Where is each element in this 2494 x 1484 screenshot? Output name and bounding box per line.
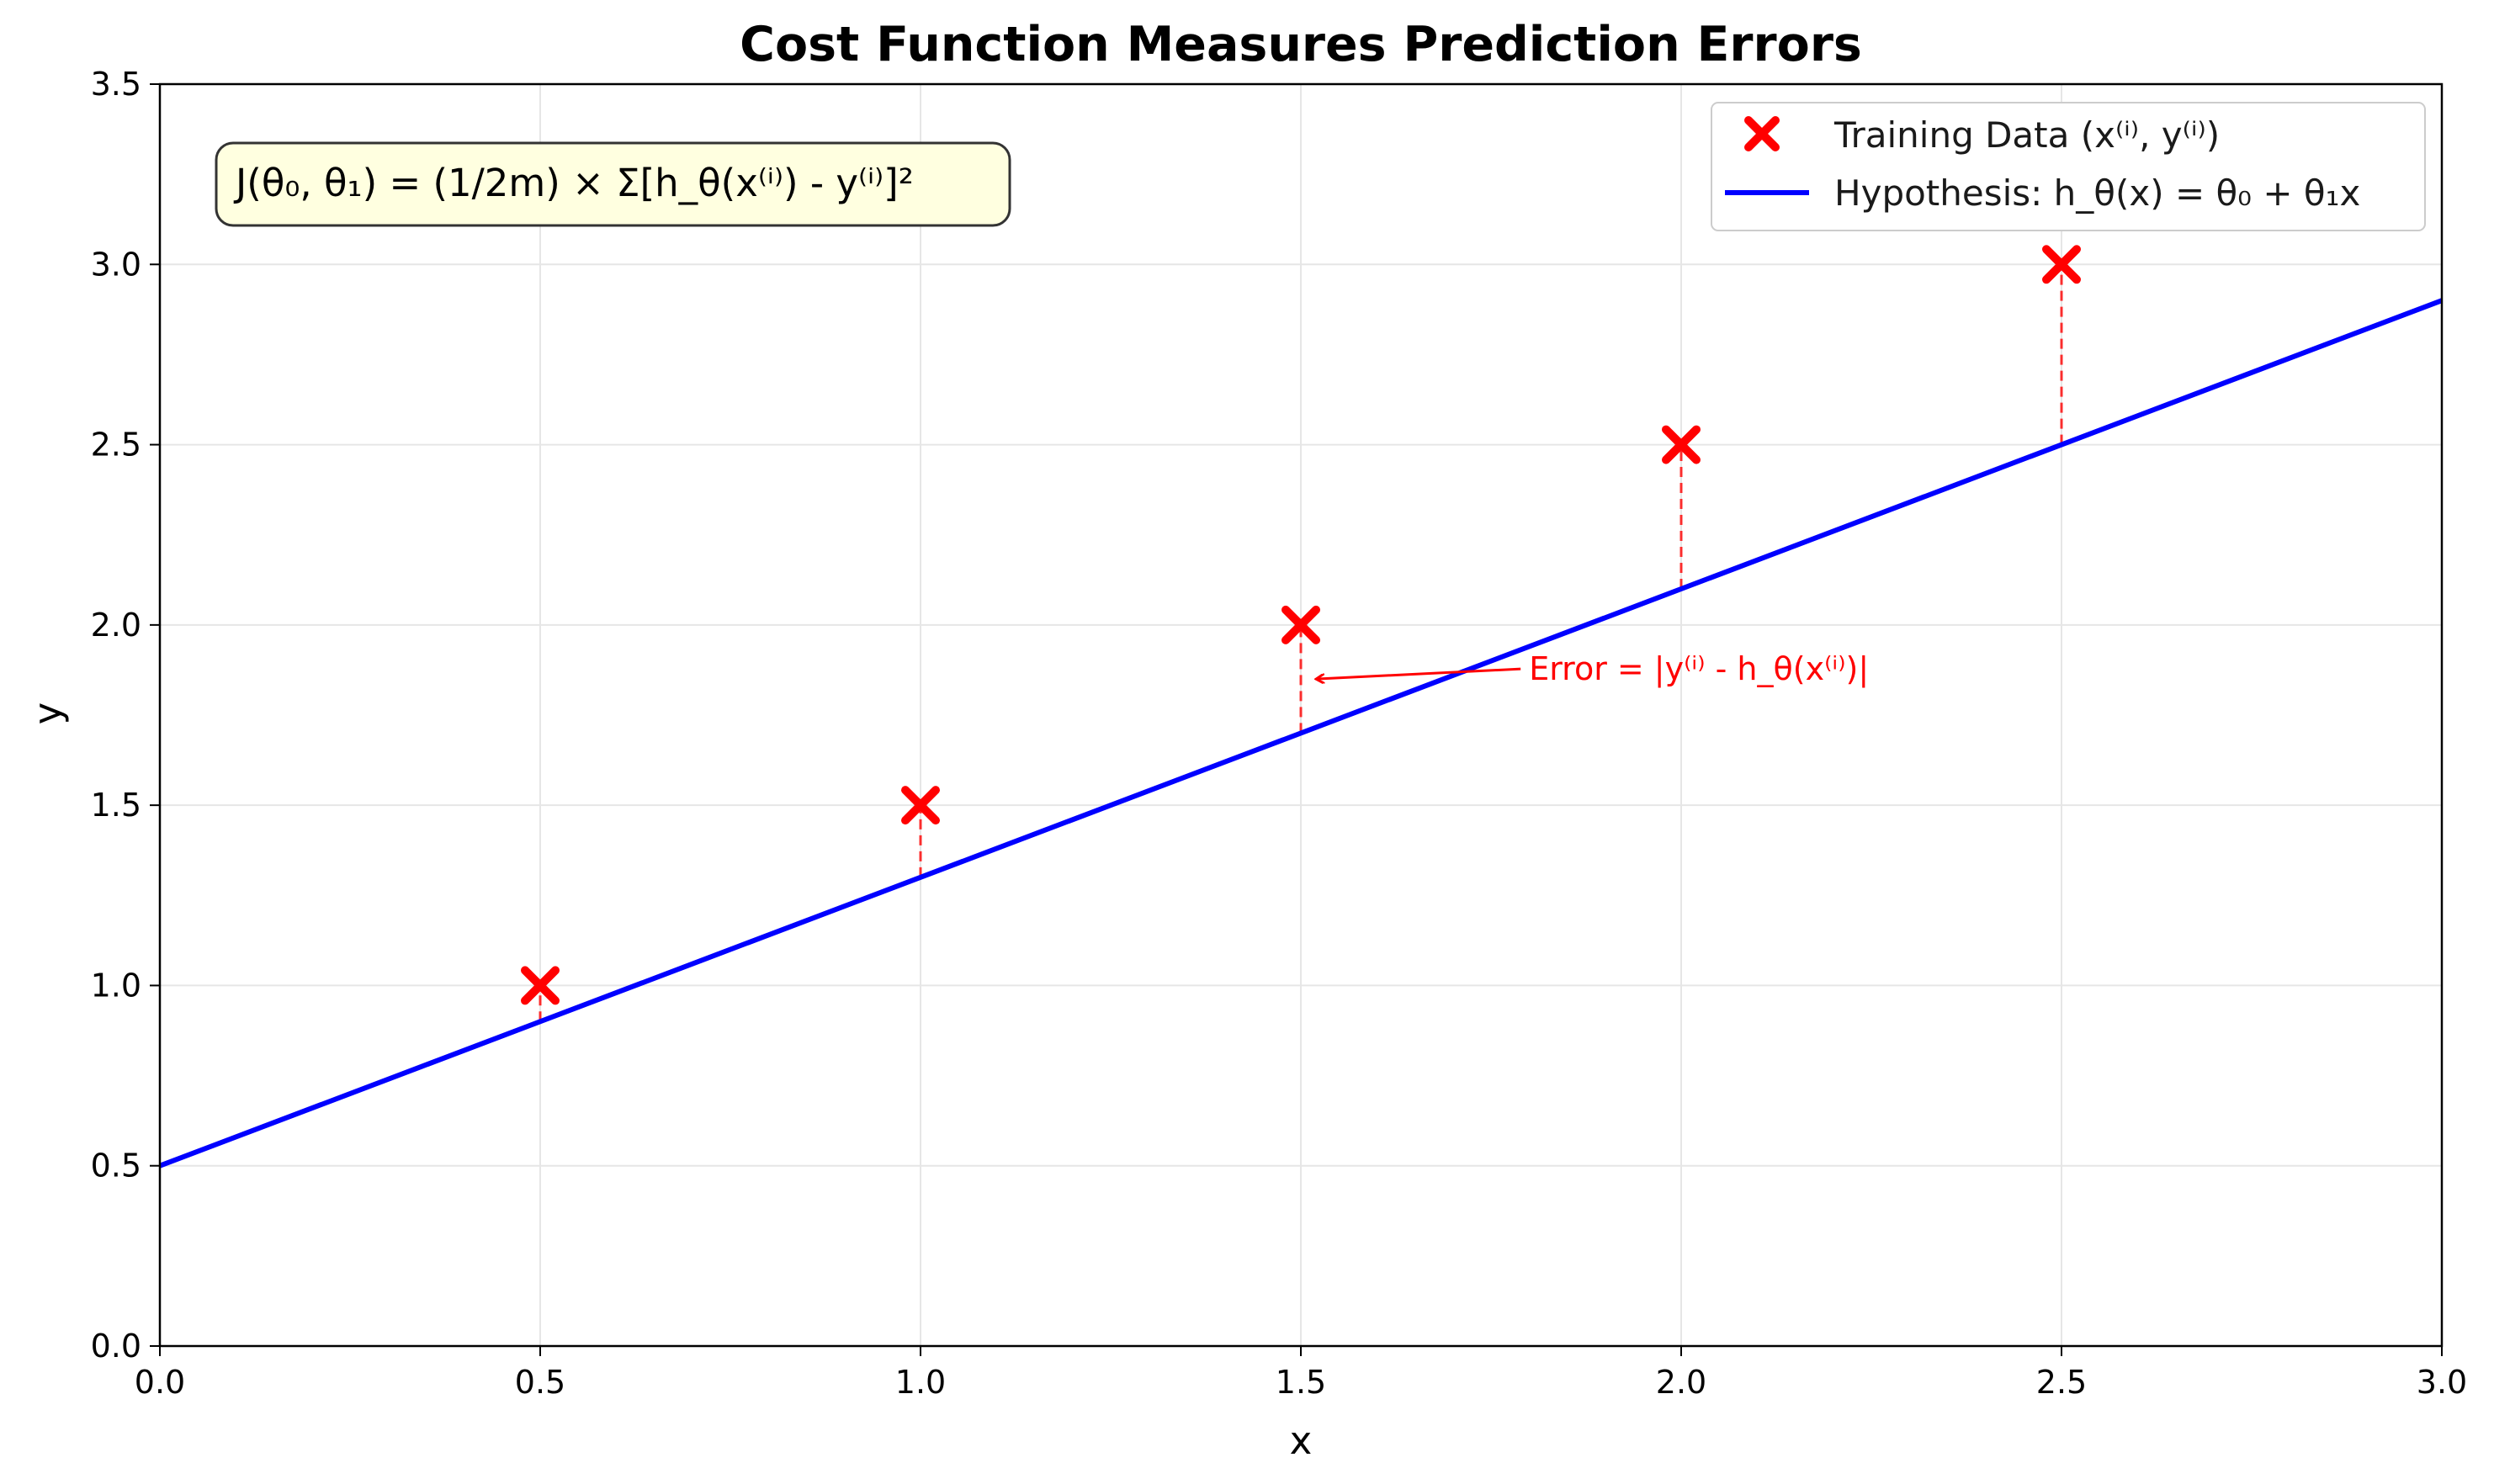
y-tick-label: 1.5 (91, 787, 141, 824)
error-annotation-arrow (1316, 667, 1521, 679)
ticks: 0.0 0.5 1.0 1.5 2.0 2.5 3.0 0.0 0.5 1.0 1.5 2.0 2.5 3… (91, 66, 2468, 1401)
training-point-stroke (521, 966, 560, 1005)
x-tick-label: 3.0 (2417, 1364, 2467, 1401)
y-tick-label: 3.5 (91, 66, 141, 103)
y-tick-label: 2.0 (91, 607, 141, 644)
x-tick-label: 0.5 (515, 1364, 565, 1401)
x-tick-label: 1.0 (895, 1364, 946, 1401)
training-point-stroke (901, 786, 940, 825)
training-points (521, 245, 2081, 1005)
y-tick-label: 2.5 (91, 427, 141, 464)
training-point (901, 786, 940, 825)
x-tick-label: 2.0 (1656, 1364, 1706, 1401)
formula-box-background (215, 141, 1011, 227)
training-point-stroke (2042, 245, 2081, 284)
legend-label-hypothesis: Hypothesis: h_θ(x) = θ₀ + θ₁x (1834, 172, 2360, 214)
formula-text: J(θ₀, θ₁) = (1/2m) × Σ[h_θ(x⁽ⁱ⁾) - y⁽ⁱ⁾]… (233, 161, 914, 205)
x-tick-label: 0.0 (135, 1364, 185, 1401)
chart-title: Cost Function Measures Prediction Errors (740, 17, 1862, 72)
training-point-stroke (1281, 605, 1320, 644)
x-tick-label: 2.5 (2036, 1364, 2087, 1401)
y-tick-label: 1.0 (91, 967, 141, 1004)
training-point (1281, 605, 1320, 644)
training-point (521, 966, 560, 1005)
legend-box (1711, 102, 2426, 231)
training-point (2042, 245, 2081, 284)
error-lines (539, 264, 2063, 1022)
y-tick-label: 0.5 (91, 1147, 141, 1185)
training-point (1662, 425, 1701, 464)
legend-label-training: Training Data (x⁽ⁱ⁾, y⁽ⁱ⁾) (1833, 114, 2220, 156)
hypothesis-line-layer (158, 298, 2444, 1169)
legend: Training Data (x⁽ⁱ⁾, y⁽ⁱ⁾) Hypothesis: h… (1711, 102, 2426, 231)
y-tick-label: 3.0 (91, 246, 141, 283)
hypothesis-line (158, 298, 2444, 1169)
annotations (1316, 667, 1521, 679)
y-tick-label: 0.0 (91, 1328, 141, 1365)
formula-box: J(θ₀, θ₁) = (1/2m) × Σ[h_θ(x⁽ⁱ⁾) - y⁽ⁱ⁾]… (215, 141, 1011, 227)
y-axis-label: y (25, 702, 70, 725)
error-annotation-text: Error = |y⁽ⁱ⁾ - h_θ(x⁽ⁱ⁾)| (1529, 650, 1869, 688)
legend-marker-training (1744, 116, 1780, 151)
training-point-stroke (1662, 425, 1701, 464)
x-tick-label: 1.5 (1276, 1364, 1326, 1401)
x-axis-label: x (1290, 1418, 1313, 1463)
